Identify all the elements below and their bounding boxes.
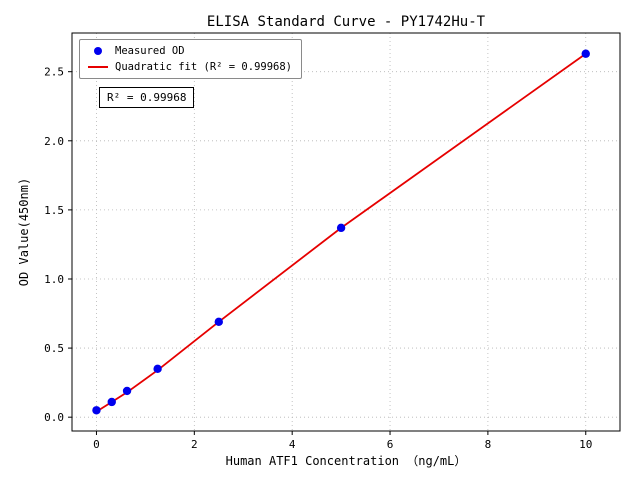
axes-frame xyxy=(71,32,621,432)
legend-item-quadratic-fit: Quadratic fit (R² = 0.99968) xyxy=(88,61,292,73)
legend-label-quadratic-fit: Quadratic fit (R² = 0.99968) xyxy=(115,61,293,73)
svg-text:10: 10 xyxy=(579,438,592,451)
svg-text:0.5: 0.5 xyxy=(44,342,64,355)
svg-text:8: 8 xyxy=(485,438,492,451)
svg-text:6: 6 xyxy=(387,438,394,451)
legend-item-measured-od: Measured OD xyxy=(88,45,292,57)
measured-od-points xyxy=(92,49,590,415)
scatter-marker-icon xyxy=(94,47,102,55)
svg-text:0: 0 xyxy=(93,438,100,451)
r-squared-annotation: R² = 0.99968 xyxy=(99,87,195,108)
svg-text:1.5: 1.5 xyxy=(44,204,64,217)
gridlines xyxy=(72,33,620,431)
svg-text:0.0: 0.0 xyxy=(44,411,64,424)
x-axis-label: Human ATF1 Concentration （ng/mL） xyxy=(225,454,467,468)
y-axis-label: OD Value(450nm) xyxy=(17,177,31,287)
legend-label-measured-od: Measured OD xyxy=(115,45,185,57)
chart-title: ELISA Standard Curve - PY1742Hu-T xyxy=(206,14,486,30)
legend: Measured OD Quadratic fit (R² = 0.99968) xyxy=(79,39,303,79)
svg-text:2.0: 2.0 xyxy=(44,135,64,148)
svg-text:1.0: 1.0 xyxy=(44,273,64,286)
svg-text:2.5: 2.5 xyxy=(44,66,64,79)
line-marker-icon xyxy=(88,66,108,68)
tick-marks-and-labels: 0 2 4 6 8 10 0.0 0.5 1.0 1.5 2.0 2.5 xyxy=(44,66,592,451)
svg-text:4: 4 xyxy=(289,438,296,451)
svg-text:2: 2 xyxy=(191,438,198,451)
